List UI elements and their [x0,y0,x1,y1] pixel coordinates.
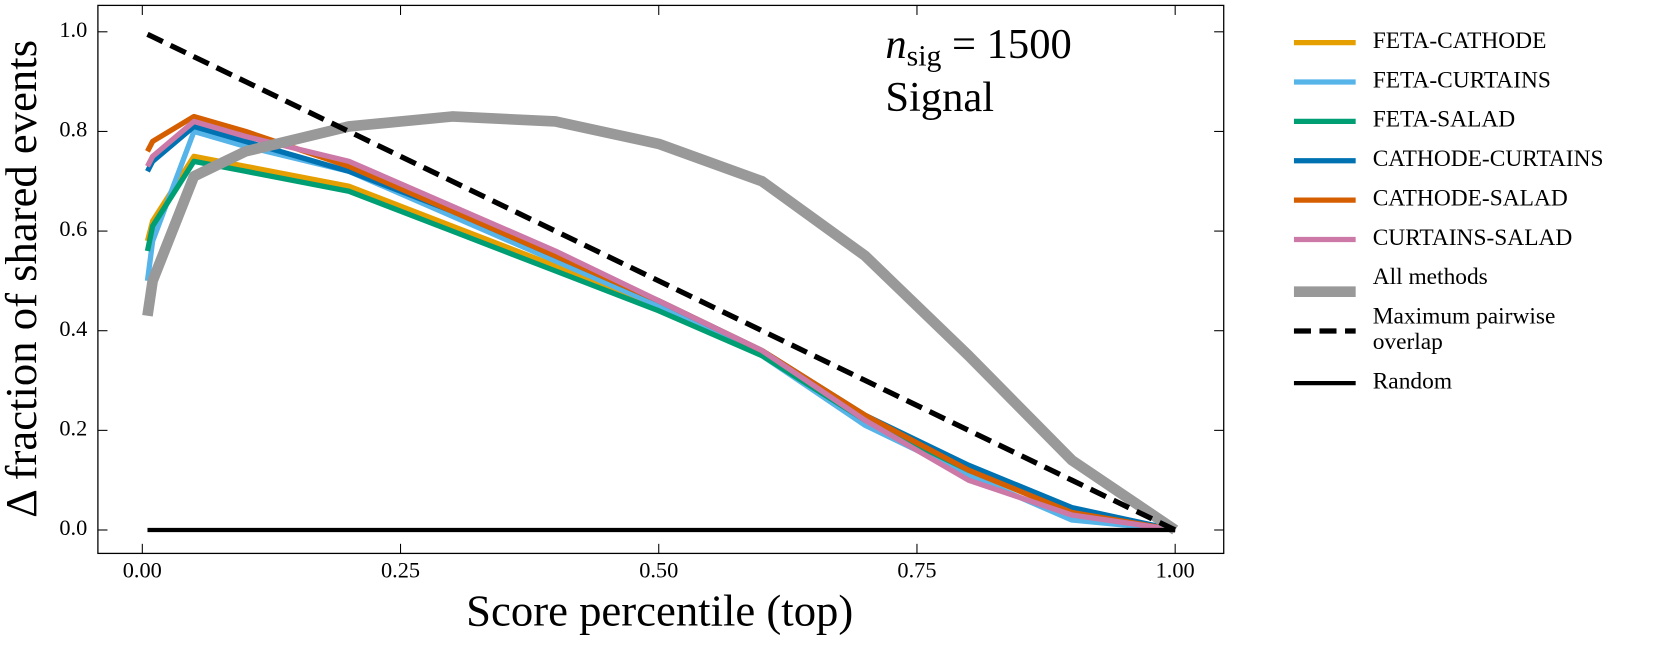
y-tick-label: 0.4 [59,316,87,341]
legend-label: CATHODE-CURTAINS [1372,145,1604,172]
y-axis-label: Δ fraction of shared events [0,40,46,518]
series-line [145,118,1176,533]
annotation: nsig = 1500 [885,21,1071,73]
x-axis-label: Score percentile (top) [466,585,853,635]
y-tick-label: 0.2 [59,415,87,440]
legend-label-box: Maximum pairwise overlap [1372,303,1556,355]
legend-label-box: FETA-SALAD [1372,106,1516,133]
legend-label-box: CATHODE-SALAD [1372,185,1568,211]
plot-area [142,31,1179,535]
legend-label: Random [1372,368,1453,394]
legend-label: FETA-SALAD [1372,106,1516,133]
y-tick-label: 1.0 [59,17,87,42]
annotation-line2: Signal [885,74,994,121]
annotation-symbol: n [885,21,906,68]
series-line [144,128,1176,533]
y-tick-label: 0.8 [59,117,87,142]
legend-label-box: FETA-CATHODE [1372,27,1547,54]
legend-label: CATHODE-SALAD [1372,185,1568,211]
x-tick-label: 0.00 [123,558,162,583]
series-line [145,123,1176,533]
legend-label: FETA-CATHODE [1372,27,1547,54]
series-line [145,113,1176,533]
series-line [144,153,1176,533]
y-tick-label: 0.6 [59,216,87,241]
series-line [144,158,1176,533]
legend-label-box: All methods [1372,263,1488,290]
legend-label-box: FETA-CURTAINS [1372,67,1551,93]
series-line [146,31,1177,533]
series-line [142,111,1179,535]
x-tick-label: 0.25 [381,558,420,583]
legend-label: CURTAINS-SALAD [1372,224,1573,251]
legend-label-box: CATHODE-CURTAINS [1372,145,1604,172]
legend-label: FETA-CURTAINS [1372,67,1551,93]
ticks [97,5,1224,554]
annotation-equation: = 1500 [952,21,1072,68]
annotation-subscript: sig [907,39,942,72]
y-tick-label: 0.0 [59,515,87,540]
legend-label: Maximum pairwise overlap [1372,303,1556,355]
x-tick-label: 1.00 [1156,558,1195,583]
x-tick-label: 0.50 [639,558,678,583]
x-tick-label: 0.75 [897,558,936,583]
legend-label-box: Random [1372,368,1453,394]
plot-frame [97,4,1225,555]
legend-label: All methods [1372,263,1488,290]
legend-label-box: CURTAINS-SALAD [1372,224,1573,251]
